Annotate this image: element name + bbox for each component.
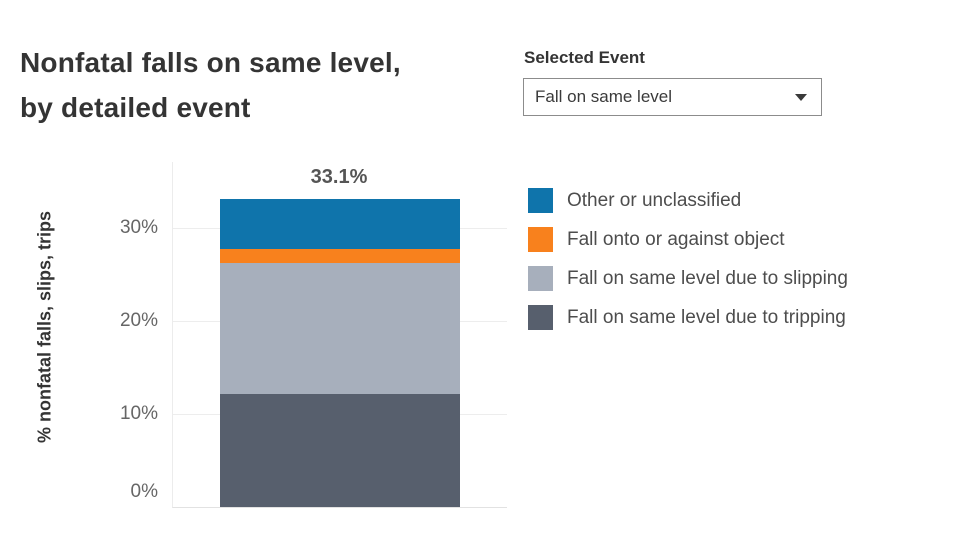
y-tick-0: 0% <box>130 481 158 502</box>
legend-item-fall-same-level-slipping[interactable]: Fall on same level due to slipping <box>528 266 848 291</box>
legend-swatch-orange <box>528 227 553 252</box>
legend-swatch-light-gray <box>528 266 553 291</box>
legend-swatch-blue <box>528 188 553 213</box>
y-tick-20: 20% <box>119 310 158 331</box>
bar-segment-other-or-unclassified[interactable] <box>220 199 460 250</box>
legend-item-fall-onto-or-against-object[interactable]: Fall onto or against object <box>528 227 848 252</box>
legend-swatch-dark-slate <box>528 305 553 330</box>
y-axis-title: % nonfatal falls, slips, trips <box>34 210 55 444</box>
dropdown-caret-icon <box>795 93 807 101</box>
legend-label: Fall on same level due to tripping <box>567 306 846 328</box>
legend-item-other-or-unclassified[interactable]: Other or unclassified <box>528 188 848 213</box>
page-title-line2: by detailed event <box>20 92 251 123</box>
legend-label: Other or unclassified <box>567 189 742 211</box>
page-title: Nonfatal falls on same level, by detaile… <box>20 40 510 130</box>
legend: Other or unclassified Fall onto or again… <box>528 188 848 344</box>
selected-event-dropdown[interactable]: Fall on same level <box>523 78 822 116</box>
y-tick-30: 30% <box>119 217 158 238</box>
bar-segment-fall-on-same-level-due-to-tripping[interactable] <box>220 393 460 507</box>
selected-event-value: Fall on same level <box>535 87 673 106</box>
bar-total-label: 33.1% <box>310 166 368 188</box>
page-title-line1: Nonfatal falls on same level, <box>20 47 401 78</box>
bar-segment-fall-on-same-level-due-to-slipping[interactable] <box>220 263 460 394</box>
selected-event-label: Selected Event <box>524 48 645 67</box>
bar-segment-fall-onto-or-against-object[interactable] <box>220 249 460 264</box>
legend-label: Fall on same level due to slipping <box>567 267 848 289</box>
stacked-bar <box>220 199 460 507</box>
legend-label: Fall onto or against object <box>567 228 785 250</box>
legend-item-fall-same-level-tripping[interactable]: Fall on same level due to tripping <box>528 305 848 330</box>
plot-area <box>172 162 507 508</box>
y-tick-10: 10% <box>119 403 158 424</box>
